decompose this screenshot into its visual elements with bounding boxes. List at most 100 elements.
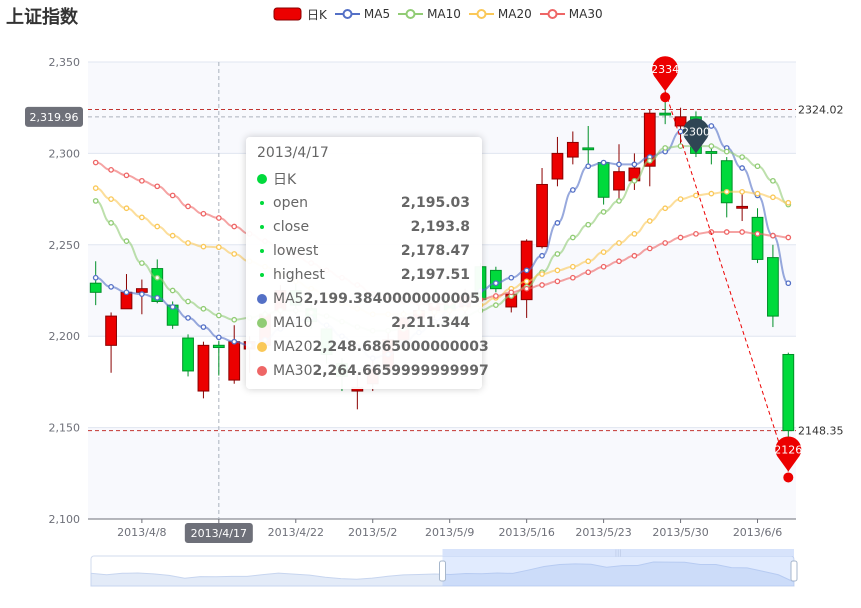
ma-point bbox=[139, 291, 145, 298]
ma-point bbox=[708, 123, 715, 129]
crosshair-y-label-bg bbox=[25, 106, 83, 127]
ma-point bbox=[493, 280, 499, 287]
mark-connector bbox=[664, 91, 789, 472]
candle bbox=[89, 282, 102, 293]
ma-point bbox=[493, 293, 499, 299]
tooltip-label: MA20 bbox=[273, 339, 313, 355]
ma-point bbox=[585, 258, 592, 265]
ma-point bbox=[785, 280, 792, 287]
y-tick-label: 2,250 bbox=[49, 239, 81, 252]
ma-point bbox=[185, 298, 191, 305]
series-dot-icon bbox=[257, 342, 267, 352]
y-tick-label: 2,300 bbox=[49, 147, 81, 160]
ma-point bbox=[631, 177, 638, 184]
mark-point: 2126 bbox=[774, 436, 802, 483]
ma-point bbox=[600, 159, 607, 166]
datazoom-handle[interactable] bbox=[790, 560, 798, 582]
legend-label: MA5 bbox=[363, 7, 391, 21]
legend-label: 日K bbox=[307, 7, 327, 22]
ma-point bbox=[200, 324, 207, 330]
ma-point bbox=[539, 282, 545, 288]
tooltip-label: MA30 bbox=[273, 363, 313, 379]
ma-point bbox=[185, 315, 191, 321]
ma-point bbox=[739, 154, 745, 160]
tooltip-label: lowest bbox=[273, 243, 319, 259]
ma-point bbox=[139, 214, 145, 221]
ma-point bbox=[708, 143, 715, 149]
tooltip-row: close 2,193.8 bbox=[257, 215, 470, 239]
ma-point bbox=[646, 218, 653, 224]
crosshair-x-label-bg bbox=[184, 523, 253, 543]
ma-point bbox=[631, 161, 638, 168]
ma-point bbox=[154, 294, 161, 301]
series-dot-icon bbox=[260, 249, 264, 253]
mark-dot bbox=[783, 472, 794, 483]
tooltip-row: highest 2,197.51 bbox=[257, 263, 470, 287]
y-tick-label: 2,350 bbox=[49, 56, 81, 69]
tooltip-label: MA10 bbox=[273, 315, 313, 331]
candle bbox=[705, 151, 718, 154]
ma-point bbox=[108, 220, 114, 226]
mark-line-label: 2324.02 bbox=[798, 103, 844, 116]
mark-point: 2334 bbox=[651, 56, 679, 103]
legend-item-ma30[interactable]: MA30 bbox=[539, 7, 603, 21]
legend-item-ma5[interactable]: MA5 bbox=[334, 7, 391, 21]
tooltip-row: MA30 2,264.6659999999997 bbox=[257, 359, 489, 383]
ma-point bbox=[770, 232, 776, 239]
ma-point bbox=[785, 199, 792, 206]
ma-point bbox=[185, 240, 191, 246]
y-tick-label: 2,200 bbox=[49, 330, 81, 343]
series-dot-icon bbox=[260, 201, 264, 205]
ma-point bbox=[739, 229, 745, 235]
tooltip-row: MA10 2,211.344 bbox=[257, 311, 470, 335]
chart-title: 上证指数 bbox=[6, 7, 78, 28]
ma-point bbox=[154, 183, 161, 190]
x-tick-label: 2013/6/6 bbox=[733, 526, 782, 539]
candle bbox=[151, 268, 164, 302]
candle bbox=[212, 344, 225, 349]
ma-point bbox=[215, 312, 222, 319]
ma-point bbox=[108, 196, 114, 202]
ma-point bbox=[231, 338, 238, 345]
ma-point bbox=[677, 143, 684, 149]
ma-point bbox=[785, 234, 792, 241]
tooltip-value: 2,211.344 bbox=[391, 315, 470, 331]
ma-point bbox=[569, 274, 576, 281]
x-tick-label: 2013/5/30 bbox=[652, 526, 708, 539]
ma-point bbox=[200, 305, 207, 312]
ma-point bbox=[123, 238, 130, 244]
ma-point bbox=[723, 229, 730, 235]
tooltip-value: 2,178.47 bbox=[400, 243, 470, 259]
ma-point bbox=[662, 240, 669, 246]
ma-point bbox=[631, 230, 638, 237]
ma-point bbox=[92, 185, 99, 191]
legend-item-dayk[interactable]: 日K bbox=[273, 6, 327, 23]
line-legend-icon bbox=[398, 9, 424, 19]
ma-point bbox=[554, 278, 561, 285]
ma-point bbox=[523, 285, 530, 292]
candle-legend-icon bbox=[273, 7, 302, 21]
candle bbox=[551, 152, 564, 180]
pin-icon bbox=[775, 436, 802, 472]
legend-label: MA30 bbox=[568, 7, 603, 21]
tooltip-date: 2013/4/17 bbox=[257, 145, 329, 161]
legend-item-ma20[interactable]: MA20 bbox=[468, 7, 532, 21]
mark-line-label: 2148.35 bbox=[798, 425, 844, 438]
ma-point bbox=[169, 232, 176, 239]
ma-point bbox=[723, 188, 730, 195]
ma-point bbox=[554, 267, 561, 274]
ma-point bbox=[631, 252, 638, 259]
y-tick-label: 2,150 bbox=[49, 422, 81, 435]
y-tick-label: 2,100 bbox=[49, 513, 81, 526]
legend-item-ma10[interactable]: MA10 bbox=[398, 7, 461, 21]
series-dot-icon bbox=[257, 318, 267, 328]
ma-point bbox=[154, 223, 161, 230]
ma-point bbox=[123, 172, 130, 179]
ma-point bbox=[708, 190, 715, 197]
ma-point bbox=[754, 230, 761, 237]
ma-point bbox=[508, 289, 515, 296]
datazoom-handle[interactable] bbox=[439, 560, 446, 582]
datazoom-move-bar bbox=[442, 549, 794, 556]
ma-point bbox=[523, 267, 530, 274]
tooltip-label: open bbox=[273, 195, 308, 211]
